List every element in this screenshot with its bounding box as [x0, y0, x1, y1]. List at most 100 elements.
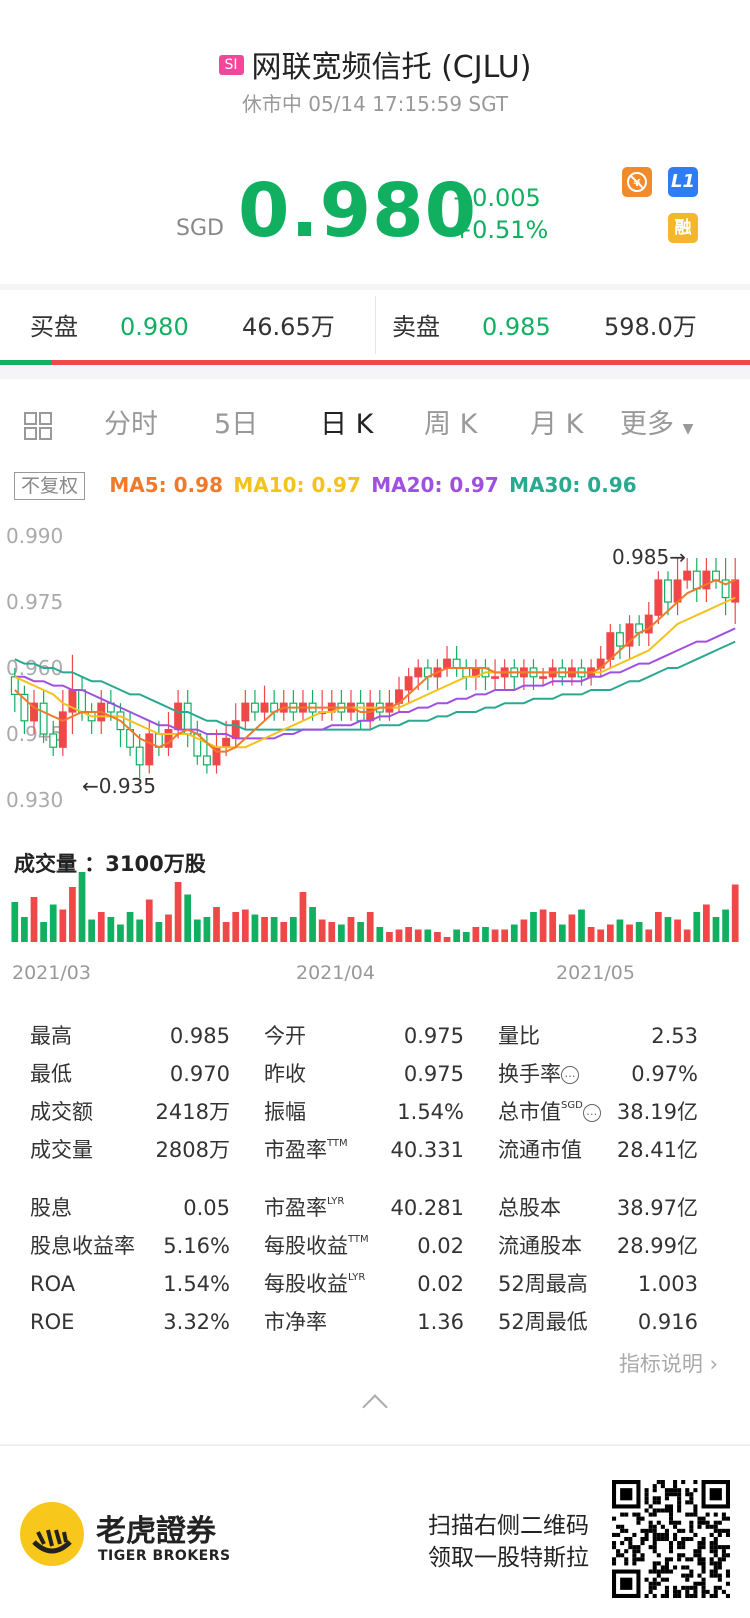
- y-tick-label: 0.975: [6, 590, 63, 614]
- volume-bar: [126, 912, 134, 942]
- tab-weekly-k[interactable]: 周 K: [424, 409, 478, 440]
- qr-code-icon[interactable]: [612, 1480, 730, 1598]
- order-book-bar[interactable]: 买盘 0.980 46.65万 卖盘 0.985 598.0万: [0, 296, 750, 358]
- stat-label: ROE: [30, 1310, 75, 1334]
- candle-body: [443, 658, 452, 669]
- promo-line: 扫描右侧二维码: [428, 1513, 589, 1539]
- candle-body: [644, 614, 653, 634]
- footer-banner[interactable]: 老虎證券 TIGER BROKERS 扫描右侧二维码 领取一股特斯拉: [0, 1444, 750, 1618]
- stat-label: 每股收益TTM: [264, 1234, 369, 1258]
- stat-label: 市净率: [264, 1310, 327, 1334]
- stat-label: 今开: [264, 1024, 306, 1048]
- volume-bar: [520, 919, 528, 942]
- candle-body: [222, 737, 231, 748]
- bid-size: 46.65万: [242, 313, 335, 341]
- level1-icon[interactable]: L1: [668, 167, 698, 197]
- bid-ask-ratio-bar: [0, 360, 750, 365]
- volume-bar: [357, 922, 364, 942]
- candle-body: [606, 632, 615, 660]
- ma30-line: [14, 640, 736, 731]
- x-axis-label: 2021/04: [296, 962, 375, 984]
- stat-label: 昨收: [264, 1062, 306, 1086]
- candle-body: [241, 702, 250, 722]
- stat-label: 股息收益率: [30, 1234, 135, 1258]
- tab-more[interactable]: 更多 ▼: [620, 390, 693, 460]
- volume-bar: [501, 929, 509, 942]
- bid-ratio-fill: [0, 360, 52, 365]
- volume-chart[interactable]: [0, 870, 750, 950]
- volume-bar: [731, 884, 739, 942]
- candle-body: [30, 702, 38, 722]
- candle-body: [491, 676, 500, 679]
- volume-bar: [491, 929, 499, 942]
- stat-tag: TTM: [348, 1234, 369, 1245]
- volume-bar: [539, 909, 547, 942]
- low-annotation: ←0.935: [82, 774, 156, 798]
- candle-body: [39, 702, 48, 735]
- info-icon[interactable]: …: [582, 1104, 601, 1122]
- no-short-icon[interactable]: ¥: [622, 167, 652, 197]
- volume-bar: [587, 927, 595, 942]
- volume-bar: [11, 902, 19, 942]
- volume-bar: [453, 929, 461, 942]
- volume-bar: [21, 917, 28, 942]
- volume-bar: [510, 924, 518, 942]
- volume-bar: [424, 929, 432, 942]
- volume-bar: [597, 929, 605, 942]
- x-axis-label: 2021/05: [556, 962, 635, 984]
- stat-value: 2808万: [155, 1138, 230, 1162]
- stat-tag: LYR: [348, 1272, 366, 1283]
- volume-bar: [693, 912, 701, 942]
- promo-line: 领取一股特斯拉: [428, 1545, 589, 1571]
- ma10-label: MA10: 0.97: [233, 472, 361, 497]
- stat-value: 28.41亿: [616, 1138, 698, 1162]
- stat-value: 0.916: [637, 1310, 698, 1334]
- stat-label: 流通股本: [498, 1234, 582, 1258]
- info-icon[interactable]: …: [561, 1066, 579, 1084]
- tab-daily-k[interactable]: 日 K: [320, 409, 374, 440]
- tab-intraday[interactable]: 分时: [104, 409, 158, 440]
- currency-label: SGD: [176, 216, 224, 241]
- candle-body: [202, 755, 211, 766]
- adjust-toggle[interactable]: 不复权: [14, 472, 86, 500]
- volume-bar: [97, 912, 105, 942]
- stat-label: 总市值SGD…: [498, 1096, 601, 1128]
- ma5-line: [14, 578, 736, 753]
- volume-bar: [347, 917, 355, 942]
- ask-price: 0.985: [482, 313, 551, 341]
- volume-bar: [203, 917, 211, 942]
- volume-bar: [30, 897, 38, 942]
- margin-icon[interactable]: 融: [668, 213, 698, 243]
- y-tick-label: 0.990: [6, 524, 63, 548]
- volume-bar: [635, 922, 643, 942]
- svg-text:¥: ¥: [634, 178, 641, 189]
- candle-body: [692, 570, 701, 590]
- volume-bar: [549, 912, 557, 942]
- chevron-up-icon[interactable]: [362, 1394, 388, 1420]
- volume-bar: [530, 912, 537, 942]
- ma10-line: [14, 596, 736, 749]
- ma-legend: 不复权 MA5: 0.98 MA10: 0.97 MA20: 0.97 MA30…: [14, 472, 641, 502]
- volume-bar: [241, 909, 249, 942]
- candle-body: [260, 702, 269, 713]
- last-price: 0.980: [238, 168, 478, 254]
- tab-5day[interactable]: 5日: [214, 409, 259, 440]
- volume-bar: [645, 929, 653, 942]
- grid-menu-icon[interactable]: [22, 390, 54, 460]
- volume-bar: [376, 927, 384, 942]
- chart-tabs: 分时 5日 日 K 周 K 月 K 更多 ▼: [0, 390, 750, 460]
- candle-body: [452, 658, 461, 669]
- bid-price: 0.980: [120, 313, 189, 341]
- stat-value: 28.99亿: [616, 1234, 698, 1258]
- stat-label: 最低: [30, 1062, 72, 1086]
- stat-label: 换手率…: [498, 1058, 579, 1090]
- stat-value: 1.003: [637, 1272, 698, 1296]
- tab-monthly-k[interactable]: 月 K: [530, 409, 584, 440]
- indicator-explain-link[interactable]: 指标说明 ›: [619, 1348, 718, 1378]
- stat-value: 0.975: [403, 1062, 464, 1086]
- candle-body: [615, 632, 624, 647]
- volume-bar: [174, 882, 182, 942]
- candle-body: [462, 667, 471, 678]
- volume-bar: [318, 919, 326, 942]
